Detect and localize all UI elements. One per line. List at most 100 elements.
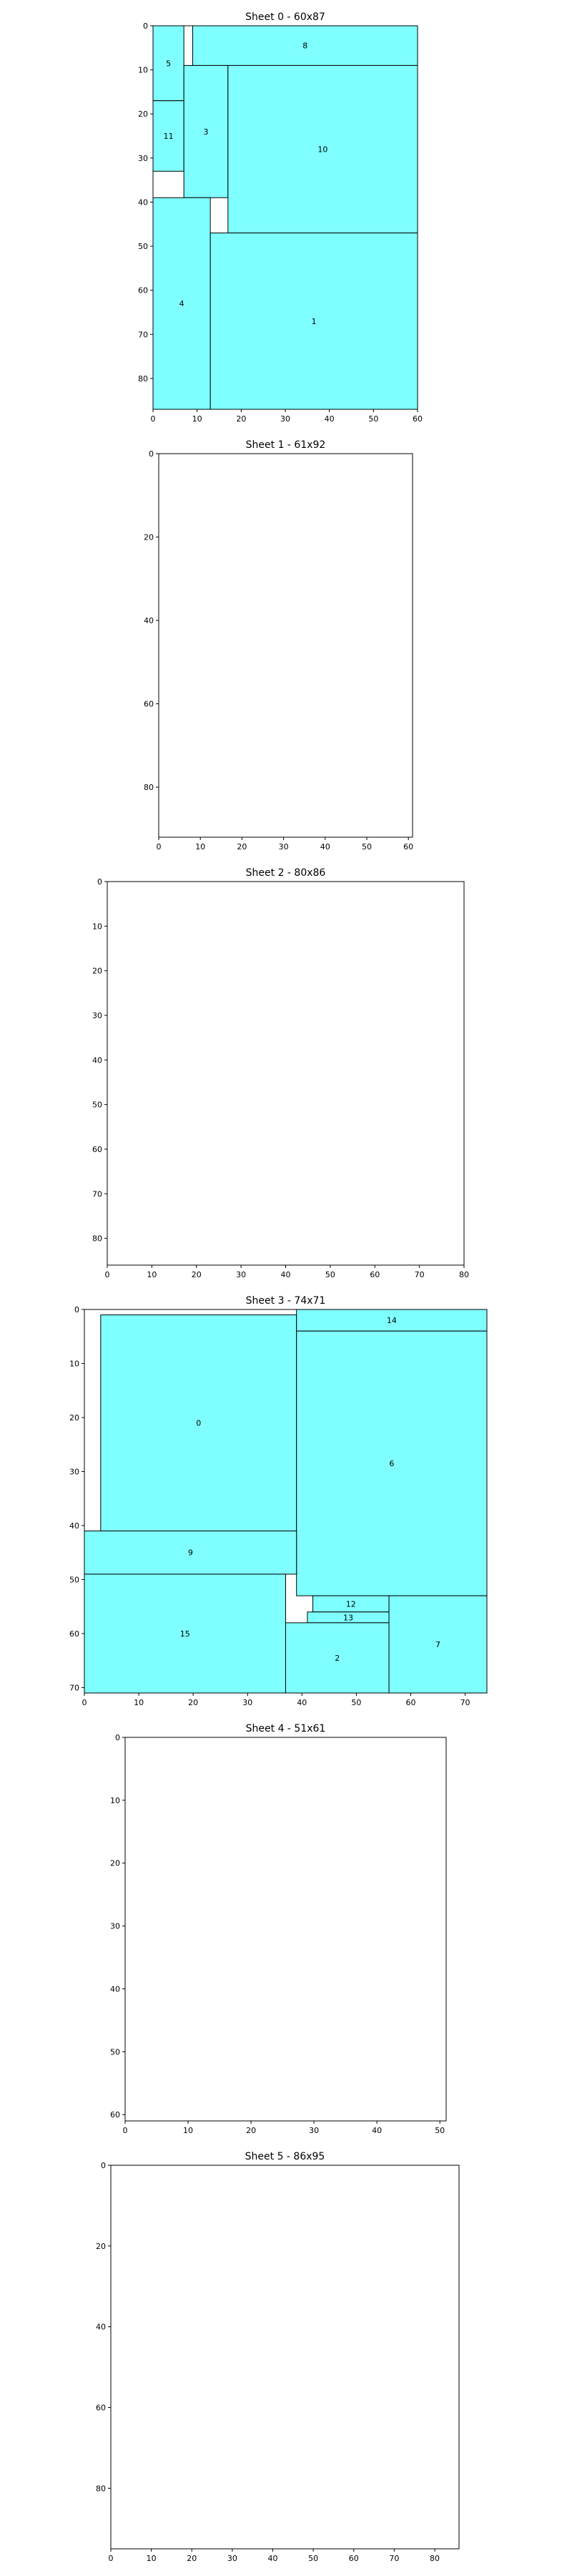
y-tick-label: 40 xyxy=(110,1984,120,1994)
y-tick-label: 80 xyxy=(138,374,148,384)
chart-title: Sheet 3 - 74x71 xyxy=(246,1295,326,1307)
y-tick-label: 80 xyxy=(96,2484,106,2493)
y-tick-label: 40 xyxy=(92,1055,102,1065)
y-tick-label: 50 xyxy=(138,242,148,251)
chart-title: Sheet 2 - 80x86 xyxy=(246,867,326,879)
y-tick-label: 60 xyxy=(69,1629,79,1639)
x-tick-label: 10 xyxy=(147,2554,157,2563)
packed-rect-7 xyxy=(388,1595,488,1694)
chart-panel-1: Sheet 1 - 61x92 0 10 20 30 40 50 60 0 20 40 60 80 xyxy=(144,439,413,852)
chart-panel-4: Sheet 4 - 51x61 0 10 20 30 40 50 0 10 20 30 40 50 60 xyxy=(110,1723,447,2135)
x-tick-label: 0 xyxy=(105,1270,110,1279)
y-tick-label: 30 xyxy=(110,1922,120,1931)
y-tick-label: 80 xyxy=(92,1234,102,1244)
y-tick-label: 10 xyxy=(138,66,148,75)
y-tick-label: 30 xyxy=(69,1467,79,1476)
packed-rect-3 xyxy=(183,64,229,198)
y-tick-label: 70 xyxy=(138,330,148,339)
x-tick-label: 70 xyxy=(389,2554,399,2563)
x-tick-label: 50 xyxy=(351,1698,361,1707)
x-tick-label: 20 xyxy=(188,1698,198,1707)
x-tick-label: 60 xyxy=(403,842,413,852)
x-tick-label: 50 xyxy=(308,2554,318,2563)
x-tick-label: 40 xyxy=(372,2126,382,2135)
x-tick-label: 30 xyxy=(242,1698,252,1707)
x-tick-label: 80 xyxy=(430,2554,440,2563)
y-tick-label: 10 xyxy=(110,1796,120,1805)
x-tick-label: 50 xyxy=(435,2126,445,2135)
chart-panel-5: Sheet 5 - 86x95 0 10 20 30 40 50 60 70 80 0 20 40 60 8… xyxy=(96,2151,460,2563)
y-tick-label: 20 xyxy=(144,533,154,542)
x-tick-label: 0 xyxy=(151,414,156,424)
x-tick-label: 20 xyxy=(237,842,247,852)
y-tick-label: 40 xyxy=(144,616,154,625)
x-tick-label: 0 xyxy=(123,2126,128,2135)
y-tick-label: 20 xyxy=(92,967,102,976)
y-tick-label: 40 xyxy=(69,1521,79,1531)
axes-frame xyxy=(158,453,413,838)
x-tick-label: 10 xyxy=(134,1698,144,1707)
x-tick-label: 50 xyxy=(362,842,372,852)
rect-label: 15 xyxy=(180,1629,190,1639)
y-tick-label: 60 xyxy=(92,1145,102,1154)
x-tick-label: 80 xyxy=(459,1270,469,1279)
packed-rect-11 xyxy=(152,100,184,172)
y-tick-label: 20 xyxy=(110,1859,120,1868)
chart-panel-2: Sheet 2 - 80x86 0 10 20 30 40 50 60 70 80 0 10 20 30 4… xyxy=(92,867,469,1279)
x-tick-label: 20 xyxy=(187,2554,197,2563)
x-tick-label: 50 xyxy=(325,1270,335,1279)
rect-label: 11 xyxy=(164,132,174,141)
y-tick-label: 60 xyxy=(96,2404,106,2413)
x-tick-label: 20 xyxy=(192,1270,202,1279)
y-tick-label: 60 xyxy=(110,2110,120,2119)
rect-label: 7 xyxy=(435,1640,440,1649)
x-tick-label: 40 xyxy=(281,1270,291,1279)
y-tick-label: 40 xyxy=(96,2323,106,2332)
x-tick-label: 10 xyxy=(195,842,205,852)
x-tick-label: 30 xyxy=(280,414,290,424)
packed-rect-15 xyxy=(84,1574,286,1694)
chart-title: Sheet 5 - 86x95 xyxy=(245,2151,325,2162)
x-tick-label: 20 xyxy=(236,414,246,424)
y-tick-label: 0 xyxy=(101,2161,106,2170)
rect-label: 13 xyxy=(343,1613,353,1622)
axes-frame xyxy=(107,881,465,1266)
x-tick-label: 0 xyxy=(109,2554,114,2563)
packed-rect-6 xyxy=(296,1330,488,1596)
y-tick-label: 60 xyxy=(144,700,154,709)
x-tick-label: 10 xyxy=(192,414,202,424)
y-tick-label: 0 xyxy=(149,449,154,459)
rect-label: 1 xyxy=(312,317,317,326)
rect-label: 10 xyxy=(317,145,327,155)
x-tick-label: 10 xyxy=(183,2126,193,2135)
axes-frame xyxy=(124,1737,447,2122)
rect-label: 12 xyxy=(346,1599,356,1609)
x-tick-label: 40 xyxy=(325,414,335,424)
chart-title: Sheet 0 - 60x87 xyxy=(245,11,325,23)
y-tick-label: 60 xyxy=(138,286,148,296)
rect-label: 8 xyxy=(302,42,307,51)
rect-label: 3 xyxy=(204,127,209,137)
y-tick-label: 70 xyxy=(69,1683,79,1692)
x-tick-label: 60 xyxy=(370,1270,380,1279)
x-tick-label: 70 xyxy=(415,1270,425,1279)
y-tick-label: 20 xyxy=(69,1413,79,1423)
x-tick-label: 60 xyxy=(413,414,423,424)
chart-title: Sheet 1 - 61x92 xyxy=(246,439,326,451)
y-tick-label: 0 xyxy=(143,21,148,31)
x-tick-label: 50 xyxy=(368,414,378,424)
y-tick-label: 30 xyxy=(138,154,148,163)
rect-label: 6 xyxy=(389,1459,394,1468)
packed-rect-5 xyxy=(152,25,184,102)
y-tick-label: 50 xyxy=(69,1575,79,1584)
rect-label: 2 xyxy=(335,1654,340,1663)
x-tick-label: 40 xyxy=(320,842,330,852)
packed-rect-1 xyxy=(209,233,418,410)
rect-label: 4 xyxy=(179,299,184,308)
x-tick-label: 30 xyxy=(309,2126,319,2135)
x-tick-label: 0 xyxy=(82,1698,87,1707)
x-tick-label: 0 xyxy=(157,842,162,852)
rect-label: 9 xyxy=(188,1548,193,1558)
